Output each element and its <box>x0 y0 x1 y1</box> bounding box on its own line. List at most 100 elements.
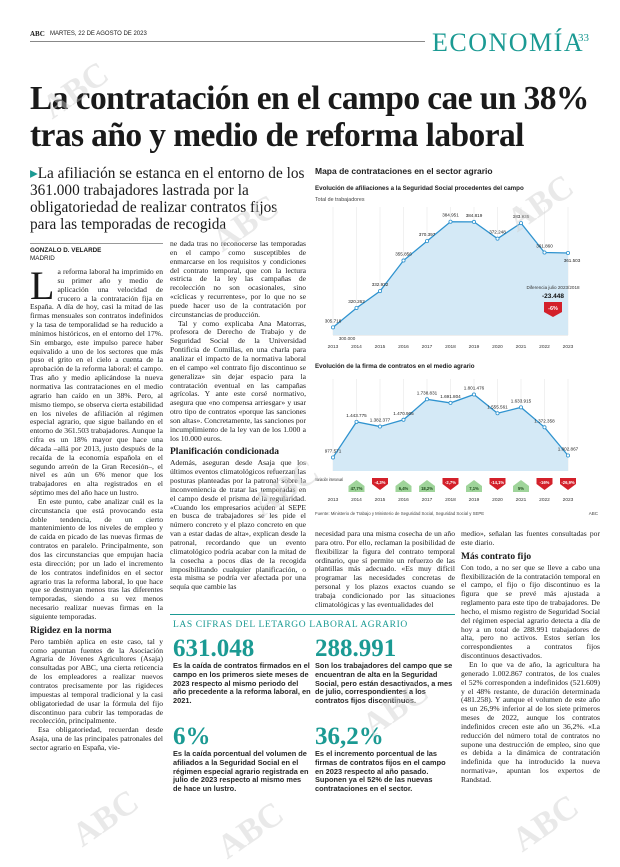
x-tick-label: 2015 <box>375 344 386 350</box>
x-tick-label: 2013 <box>328 497 339 503</box>
data-label: 1.691.804 <box>440 394 461 399</box>
data-label: 1.382.377 <box>370 418 391 423</box>
dropcap: L <box>30 268 55 308</box>
x-tick-label: 2021 <box>516 497 527 503</box>
place: MADRID <box>30 255 55 262</box>
stat-text: Es el incremento porcentual de las firma… <box>315 749 446 794</box>
credit: ABC <box>589 511 599 516</box>
x-tick-label: 2013 <box>328 344 339 350</box>
x-tick-label: 2016 <box>398 497 409 503</box>
headline: La contratación en el campo cae un 38% t… <box>30 80 589 154</box>
paragraph: En este punto, cabe analizar cuál es la … <box>30 496 163 621</box>
change-value: -26,9% <box>561 480 575 485</box>
point <box>565 453 570 458</box>
data-label: 1.002.867 <box>558 447 579 452</box>
data-label: 361.860 <box>536 244 553 249</box>
data-label: 332.932 <box>372 282 389 287</box>
change-box <box>466 480 482 492</box>
stat-text: Es la caída de contratos firmados en el … <box>173 661 311 706</box>
section: ECONOMÍA <box>432 28 585 57</box>
paragraph: a reforma laboral ha imprimido en su pri… <box>30 268 163 498</box>
point <box>542 250 547 255</box>
data-label: 1.470.905 <box>393 411 414 416</box>
change-box <box>348 480 365 492</box>
point <box>354 419 359 424</box>
column: ne dada tras no reconocerse las temporad… <box>170 240 306 614</box>
data-label: 1.372.358 <box>534 418 555 423</box>
data-label: 1.633.915 <box>511 398 532 403</box>
point <box>448 400 453 405</box>
x-tick-label: 2022 <box>539 497 550 503</box>
point <box>448 219 453 224</box>
chart-title: Evolución de la firma de contratos en el… <box>315 363 475 370</box>
point <box>495 411 500 416</box>
brand: ABC <box>30 30 45 38</box>
area <box>333 394 568 471</box>
area <box>333 221 568 335</box>
change-value: 5% <box>518 486 524 491</box>
x-tick-label: 2020 <box>492 497 503 503</box>
stat-text: Son los trabajadores del campo que se en… <box>315 661 453 706</box>
point <box>518 405 523 410</box>
point <box>330 325 335 330</box>
point <box>518 221 523 226</box>
data-label: 361.503 <box>564 258 581 263</box>
x-tick-label: 2017 <box>422 497 433 503</box>
change-box <box>536 478 553 490</box>
annotation-pct: -6% <box>548 306 558 312</box>
change-label: Variación interanual <box>315 477 343 482</box>
paragraph: necesidad para una misma cosecha de un a… <box>315 530 455 609</box>
chart-title: Evolución de afiliaciones a la Seguridad… <box>315 185 524 192</box>
change-box <box>513 480 529 492</box>
paragraph: Con todo, a no ser que se lleve a cabo u… <box>461 562 600 661</box>
data-label: 1.443.775 <box>346 413 367 418</box>
x-tick-label: 2023 <box>563 344 574 350</box>
data-label: 1.738.831 <box>417 390 438 395</box>
point <box>471 392 476 397</box>
x-tick-label: 2023 <box>563 497 574 503</box>
point <box>471 219 476 224</box>
stat-figure: 6% <box>173 723 211 750</box>
x-tick-label: 2017 <box>422 344 433 350</box>
point <box>495 236 500 241</box>
x-tick-label: 2019 <box>469 497 480 503</box>
point <box>425 239 430 244</box>
data-label: 372.248 <box>489 230 506 235</box>
change-box <box>372 478 388 490</box>
point <box>378 424 383 429</box>
point <box>378 289 383 294</box>
stats-box: LAS CIFRAS DEL LETARGO LABORAL AGRARIO 6… <box>170 614 455 820</box>
change-value: 6,4% <box>399 486 409 491</box>
page-number: 33 <box>578 32 589 44</box>
point <box>401 258 406 263</box>
change-box <box>442 478 459 490</box>
stat: 631.048 Es la caída de contratos firmado… <box>173 635 311 706</box>
x-tick-label: 2016 <box>398 344 409 350</box>
data-label: 320.262 <box>348 299 365 304</box>
chart-subtitle: Total de trabajadores <box>315 197 365 203</box>
rule <box>30 41 425 42</box>
change-value: -14,1% <box>491 480 505 485</box>
y-tick-label: 300.000 <box>339 336 356 341</box>
graphic: Mapa de contrataciones en el sector agra… <box>315 166 599 516</box>
column: medio», señalan las fuentes consultadas … <box>461 530 600 842</box>
column: necesidad para una misma cosecha de un a… <box>315 530 455 612</box>
data-label: 383.935 <box>513 214 530 219</box>
subtitle-text: La afiliación se estanca en el entorno d… <box>30 165 305 233</box>
point <box>401 417 406 422</box>
x-tick-label: 2014 <box>351 497 362 503</box>
data-label: 384.819 <box>466 213 483 218</box>
paragraph: Esa obligatoriedad, recuerdan desde Asaj… <box>30 725 163 752</box>
data-label: 384.951 <box>442 213 459 218</box>
data-label: 1.555.561 <box>487 404 508 409</box>
data-label: 1.801.476 <box>464 386 485 391</box>
date: MARTES, 22 DE AGOSTO DE 2023 <box>50 31 147 37</box>
change-box <box>419 480 435 492</box>
annotation-value: -23.448 <box>542 293 564 300</box>
stat: 6% Es la caída porcentual del volumen de… <box>173 723 311 794</box>
subhead: Más contrato fijo <box>461 551 532 562</box>
x-tick-label: 2020 <box>492 344 503 350</box>
paragraph: En lo que va de año, la agricultura ha g… <box>461 659 600 784</box>
change-value: 47,7% <box>351 486 363 491</box>
point <box>330 455 335 460</box>
